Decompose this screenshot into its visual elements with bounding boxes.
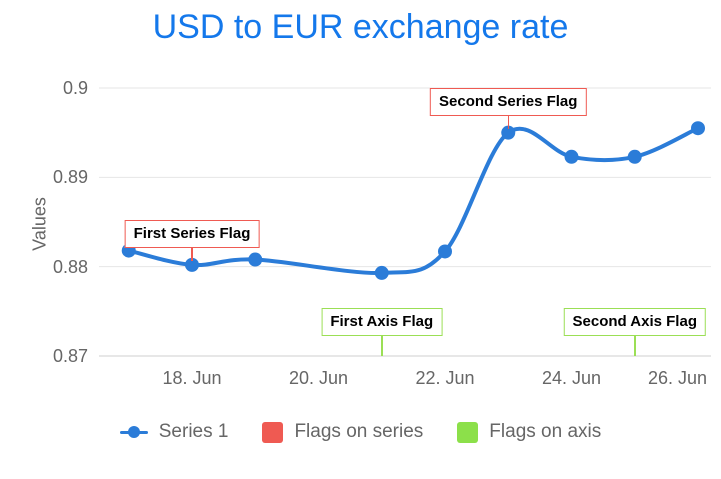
data-point-marker[interactable] [248, 252, 263, 267]
data-point-marker[interactable] [691, 121, 705, 136]
series-line[interactable] [126, 126, 700, 275]
chart-title: USD to EUR exchange rate [152, 8, 569, 46]
data-point-marker[interactable] [501, 125, 516, 140]
series-flag[interactable]: Second Series Flag [430, 87, 587, 116]
series-marker-icon [119, 425, 148, 439]
data-point-marker[interactable] [374, 265, 389, 280]
y-axis-tick-label: 0.89 [52, 167, 88, 188]
axis-flag-stem [381, 336, 383, 356]
legend-item-label: Flags on series [294, 421, 424, 442]
legend-item-series-1[interactable]: Series 1 [119, 421, 229, 443]
axis-flag-stem [634, 336, 636, 356]
axis-flag[interactable]: Second Axis Flag [563, 308, 706, 336]
x-axis-tick-label: 26. Jun [648, 368, 708, 388]
legend-item-label: Series 1 [158, 421, 229, 442]
legend-item-flags-on-axis[interactable]: Flags on axis [457, 421, 601, 443]
y-axis-tick-label: 0.87 [52, 346, 88, 366]
series-flag-stem [507, 115, 509, 129]
y-axis-tick-label: 0.88 [52, 256, 88, 277]
y-axis-title: Values [29, 197, 50, 251]
data-point-marker[interactable] [438, 244, 452, 259]
legend-item-label: Flags on axis [489, 421, 602, 442]
series-flag-stem [191, 247, 193, 261]
legend: Series 1 Flags on series Flags on axis [0, 421, 721, 443]
axis-flag[interactable]: First Axis Flag [321, 308, 443, 336]
data-point-marker[interactable] [564, 149, 579, 164]
x-axis-tick-label: 22. Jun [415, 368, 475, 388]
data-point-marker[interactable] [627, 149, 642, 164]
series-flag[interactable]: First Series Flag [124, 219, 260, 248]
x-axis-tick-label: 24. Jun [541, 368, 602, 388]
y-axis-tick-label: 0.9 [62, 78, 88, 98]
flags-on-axis-icon [457, 421, 479, 443]
data-point-marker[interactable] [185, 257, 199, 272]
x-axis-tick-label: 20. Jun [288, 368, 349, 388]
flags-on-series-icon [262, 421, 284, 443]
x-axis-tick-label: 18. Jun [162, 368, 222, 388]
legend-item-flags-on-series[interactable]: Flags on series [262, 421, 423, 443]
